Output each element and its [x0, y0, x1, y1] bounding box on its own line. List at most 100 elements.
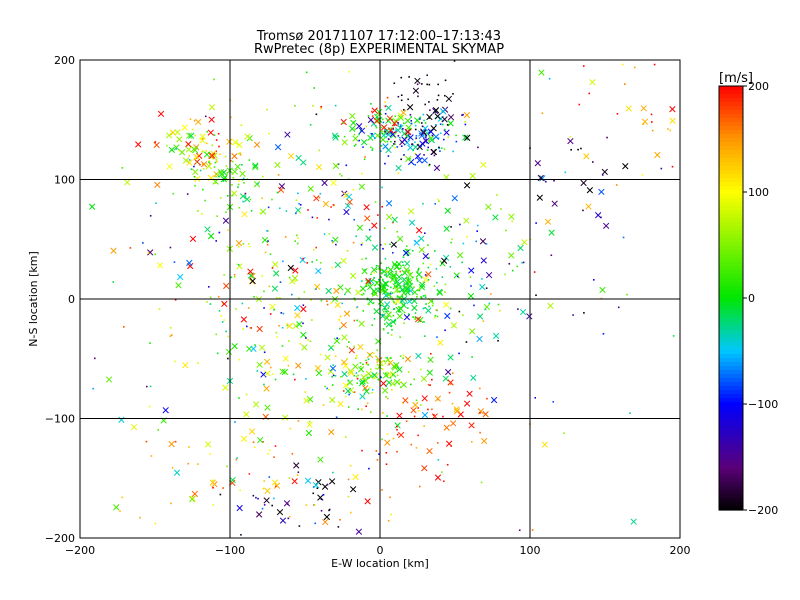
scatter-dot — [427, 279, 430, 281]
scatter-cross — [350, 119, 357, 127]
scatter-dot — [322, 404, 325, 406]
scatter-dot — [339, 173, 341, 175]
scatter-dot — [384, 362, 387, 365]
scatter-dot — [311, 216, 314, 219]
scatter-cross — [436, 289, 444, 297]
scatter-dot — [422, 307, 425, 310]
scatter-dot — [409, 383, 412, 386]
scatter-cross — [476, 313, 484, 320]
scatter-dot — [285, 210, 288, 212]
scatter-dot — [399, 285, 402, 287]
scatter-dot — [268, 285, 271, 288]
scatter-cross — [323, 513, 331, 521]
scatter-dot — [371, 147, 374, 150]
scatter-dot — [193, 175, 196, 178]
scatter-cross — [333, 287, 340, 294]
scatter-dot — [444, 283, 447, 286]
scatter-dot — [380, 150, 382, 152]
scatter-dot — [436, 315, 439, 318]
scatter-dot — [416, 83, 419, 86]
scatter-dot — [174, 360, 177, 363]
scatter-cross — [263, 497, 270, 504]
scatter-dot — [469, 276, 472, 278]
scatter-dot — [384, 243, 386, 245]
scatter-dot — [440, 147, 443, 150]
scatter-dot — [414, 124, 417, 127]
scatter-dot — [403, 322, 405, 325]
scatter-dot — [481, 278, 483, 280]
scatter-dot — [299, 203, 302, 206]
scatter-cross — [283, 500, 291, 507]
scatter-dot — [295, 199, 298, 201]
scatter-cross — [469, 328, 476, 335]
colorbar-segment — [719, 318, 743, 323]
scatter-dot — [406, 307, 409, 309]
scatter-cross — [376, 108, 383, 116]
scatter-dot — [385, 463, 388, 466]
scatter-cross — [585, 203, 592, 210]
scatter-dot — [396, 146, 399, 148]
scatter-cross — [253, 141, 261, 148]
scatter-cross — [447, 114, 455, 121]
scatter-dot — [413, 286, 415, 288]
scatter-cross — [521, 239, 528, 246]
scatter-cross — [415, 271, 423, 278]
scatter-cross — [485, 271, 493, 279]
scatter-cross — [317, 494, 324, 501]
scatter-dot — [286, 324, 288, 327]
scatter-dot — [236, 457, 238, 459]
scatter-dot — [371, 133, 373, 135]
scatter-dot — [436, 99, 439, 101]
scatter-dot — [296, 234, 298, 237]
colorbar-segment — [719, 218, 743, 223]
scatter-cross — [300, 331, 307, 338]
scatter-dot — [466, 235, 468, 238]
scatter-dot — [383, 274, 386, 276]
scatter-dot — [499, 309, 501, 312]
scatter-dot — [381, 186, 383, 189]
scatter-cross — [641, 118, 649, 125]
colorbar-segment — [719, 282, 743, 287]
scatter-cross — [333, 337, 341, 345]
scatter-dot — [352, 241, 355, 244]
scatter-dot — [400, 99, 403, 102]
scatter-dot — [418, 485, 421, 488]
scatter-dot — [214, 161, 217, 164]
scatter-dot — [601, 174, 604, 176]
scatter-dot — [411, 249, 414, 252]
scatter-cross — [330, 179, 337, 186]
scatter-dot — [439, 150, 441, 152]
scatter-dot — [588, 92, 591, 95]
scatter-dot — [294, 280, 297, 282]
scatter-cross — [442, 254, 450, 262]
scatter-cross — [327, 368, 334, 375]
scatter-dot — [331, 375, 333, 378]
scatter-cross — [426, 113, 433, 121]
scatter-cross — [463, 182, 471, 189]
scatter-dot — [370, 103, 372, 105]
scatter-dot — [376, 459, 379, 461]
colorbar-segment — [719, 390, 743, 395]
scatter-dot — [339, 327, 341, 330]
scatter-dot — [428, 163, 431, 166]
scatter-dot — [291, 293, 293, 296]
scatter-dot — [451, 402, 454, 405]
scatter-dot — [237, 263, 240, 266]
scatter-dot — [123, 326, 125, 328]
scatter-dot — [416, 295, 418, 298]
scatter-dot — [178, 150, 181, 152]
scatter-cross — [396, 313, 403, 320]
scatter-dot — [369, 386, 371, 389]
colorbar-segment — [719, 486, 743, 491]
scatter-cross — [344, 287, 352, 294]
scatter-dot — [208, 161, 210, 164]
colorbar-segment — [719, 310, 743, 315]
scatter-cross — [258, 344, 266, 351]
scatter-dot — [401, 295, 404, 298]
scatter-dot — [437, 458, 440, 461]
scatter-dot — [380, 304, 382, 307]
scatter-dot — [415, 447, 418, 449]
scatter-dot — [288, 276, 291, 279]
scatter-dot — [263, 504, 266, 506]
scatter-dot — [378, 453, 380, 455]
